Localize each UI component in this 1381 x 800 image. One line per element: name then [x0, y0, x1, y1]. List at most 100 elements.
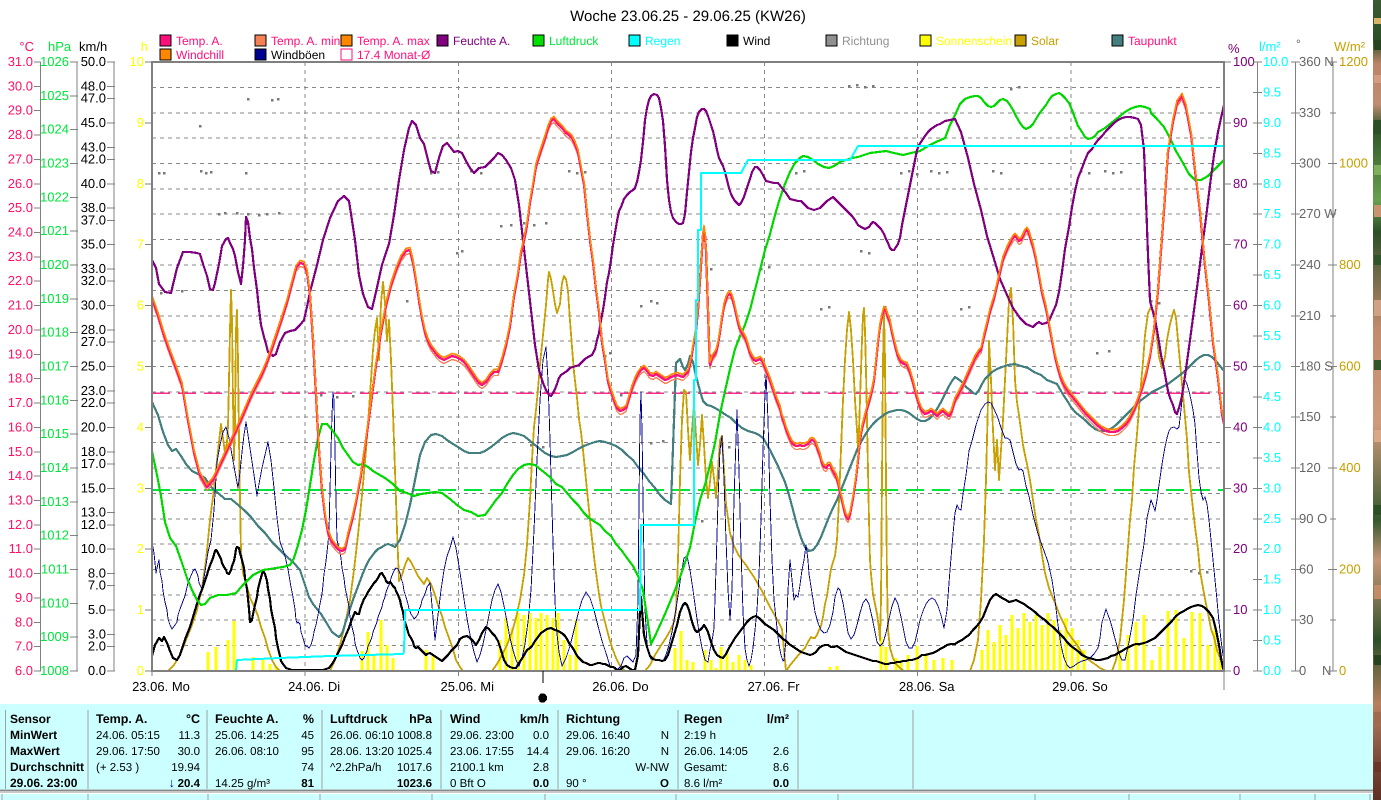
svg-text:11.0: 11.0 — [9, 541, 33, 556]
svg-text:8.5: 8.5 — [1263, 145, 1281, 160]
svg-text:8.6 l/m²: 8.6 l/m² — [684, 778, 723, 790]
svg-text:3.0: 3.0 — [88, 627, 106, 642]
svg-text:25.0: 25.0 — [8, 200, 33, 215]
svg-text:Wind: Wind — [743, 34, 770, 48]
svg-text:30.0: 30.0 — [81, 298, 106, 313]
svg-text:1023.6: 1023.6 — [397, 778, 432, 790]
svg-text:29.06. 23:00: 29.06. 23:00 — [10, 776, 78, 790]
svg-text:Feuchte A.: Feuchte A. — [453, 34, 510, 48]
svg-text:10: 10 — [1233, 602, 1247, 617]
svg-text:2.0: 2.0 — [1263, 541, 1281, 556]
svg-text:0.5: 0.5 — [1263, 633, 1281, 648]
svg-text:Temp. A. max: Temp. A. max — [357, 34, 430, 48]
svg-text:31.0: 31.0 — [8, 54, 33, 69]
svg-text:25.06. 14:25: 25.06. 14:25 — [215, 730, 279, 742]
svg-text:18.0: 18.0 — [81, 444, 106, 459]
svg-text:N: N — [661, 746, 669, 758]
svg-text:°C: °C — [19, 39, 34, 54]
svg-text:1025.4: 1025.4 — [397, 746, 433, 758]
svg-text:90: 90 — [1233, 115, 1247, 130]
svg-text:1.5: 1.5 — [1263, 572, 1281, 587]
svg-text:9: 9 — [137, 115, 144, 130]
svg-text:Temp. A.: Temp. A. — [96, 712, 147, 726]
svg-text:14.25 g/m³: 14.25 g/m³ — [215, 778, 270, 790]
svg-text:1023: 1023 — [40, 156, 69, 171]
svg-text:Windchill: Windchill — [176, 48, 224, 62]
svg-text:16.0: 16.0 — [8, 419, 33, 434]
svg-text:81: 81 — [301, 778, 314, 790]
svg-text:Wind: Wind — [450, 712, 480, 726]
svg-text:15.0: 15.0 — [81, 480, 106, 495]
svg-text:2100.1 km: 2100.1 km — [450, 762, 504, 774]
svg-text:1.0: 1.0 — [1263, 602, 1281, 617]
svg-text:0 Bft O: 0 Bft O — [450, 778, 486, 790]
svg-text:60: 60 — [1233, 298, 1247, 313]
svg-text:15.0: 15.0 — [8, 444, 33, 459]
svg-text:13.0: 13.0 — [81, 505, 106, 520]
svg-text:240: 240 — [1299, 257, 1321, 272]
svg-text:29.06. 17:50: 29.06. 17:50 — [96, 746, 160, 758]
svg-text:2.5: 2.5 — [1263, 511, 1281, 526]
svg-text:1024: 1024 — [40, 122, 69, 137]
svg-text:3.5: 3.5 — [1263, 450, 1281, 465]
svg-text:1008: 1008 — [40, 663, 69, 678]
svg-text:1008.8: 1008.8 — [397, 730, 432, 742]
svg-text:2.0: 2.0 — [88, 639, 106, 654]
svg-text:25.0: 25.0 — [81, 359, 106, 374]
svg-text:330: 330 — [1299, 105, 1321, 120]
svg-text:25.06. Mi: 25.06. Mi — [441, 679, 495, 694]
svg-text:1012: 1012 — [40, 528, 69, 543]
svg-text:180 S: 180 S — [1299, 359, 1333, 374]
svg-text:27.0: 27.0 — [81, 334, 106, 349]
svg-text:8: 8 — [137, 176, 144, 191]
svg-text:45.0: 45.0 — [81, 115, 106, 130]
svg-text:3: 3 — [137, 480, 144, 495]
svg-text:h: h — [141, 39, 148, 54]
svg-text:37.0: 37.0 — [81, 212, 106, 227]
svg-text:0.0: 0.0 — [533, 778, 549, 790]
svg-text:26.06. 06:10: 26.06. 06:10 — [330, 730, 394, 742]
svg-text:Woche 23.06.25 - 29.06.25 (KW2: Woche 23.06.25 - 29.06.25 (KW26) — [570, 8, 806, 25]
svg-text:Luftdruck: Luftdruck — [330, 712, 388, 726]
svg-text:1019: 1019 — [40, 291, 69, 306]
svg-text:22.0: 22.0 — [81, 395, 106, 410]
svg-text:17.0: 17.0 — [8, 395, 33, 410]
svg-text:40.0: 40.0 — [81, 176, 106, 191]
svg-text:Sensor: Sensor — [10, 712, 51, 726]
svg-text:8.0: 8.0 — [1263, 176, 1281, 191]
svg-text:°C: °C — [186, 712, 200, 726]
svg-text:1015: 1015 — [40, 426, 69, 441]
svg-text:24.0: 24.0 — [8, 225, 33, 240]
svg-text:0.0: 0.0 — [533, 730, 549, 742]
svg-text:20.0: 20.0 — [8, 322, 33, 337]
svg-text:°: ° — [1296, 37, 1301, 51]
svg-text:48.0: 48.0 — [81, 78, 106, 93]
svg-text:27.0: 27.0 — [8, 151, 33, 166]
svg-text:22.0: 22.0 — [8, 273, 33, 288]
svg-text:4: 4 — [137, 419, 144, 434]
svg-text:360 N: 360 N — [1299, 54, 1334, 69]
svg-text:50: 50 — [1233, 359, 1247, 374]
svg-text:7: 7 — [137, 237, 144, 252]
svg-text:1013: 1013 — [40, 494, 69, 509]
svg-text:6.5: 6.5 — [1263, 267, 1281, 282]
svg-text:30: 30 — [1233, 480, 1247, 495]
svg-text:0.0: 0.0 — [773, 778, 789, 790]
svg-text:17.4 Monat-Ø: 17.4 Monat-Ø — [357, 48, 430, 62]
svg-text:23.06. Mo: 23.06. Mo — [132, 679, 190, 694]
svg-text:14.0: 14.0 — [8, 468, 33, 483]
svg-text:N: N — [1322, 663, 1331, 678]
svg-text:5.0: 5.0 — [1263, 359, 1281, 374]
svg-text:3.0: 3.0 — [1263, 480, 1281, 495]
svg-text:6.0: 6.0 — [15, 663, 33, 678]
svg-text:23.06. 17:55: 23.06. 17:55 — [450, 746, 514, 758]
svg-text:20.0: 20.0 — [81, 419, 106, 434]
svg-text:13.0: 13.0 — [8, 493, 33, 508]
svg-text:0: 0 — [137, 663, 144, 678]
svg-text:28.0: 28.0 — [81, 322, 106, 337]
svg-text:W-NW: W-NW — [635, 762, 669, 774]
svg-text:Feuchte A.: Feuchte A. — [215, 712, 278, 726]
svg-text:km/h: km/h — [520, 712, 549, 726]
svg-text:24.06. Di: 24.06. Di — [288, 679, 340, 694]
svg-text:90 O: 90 O — [1299, 511, 1327, 526]
